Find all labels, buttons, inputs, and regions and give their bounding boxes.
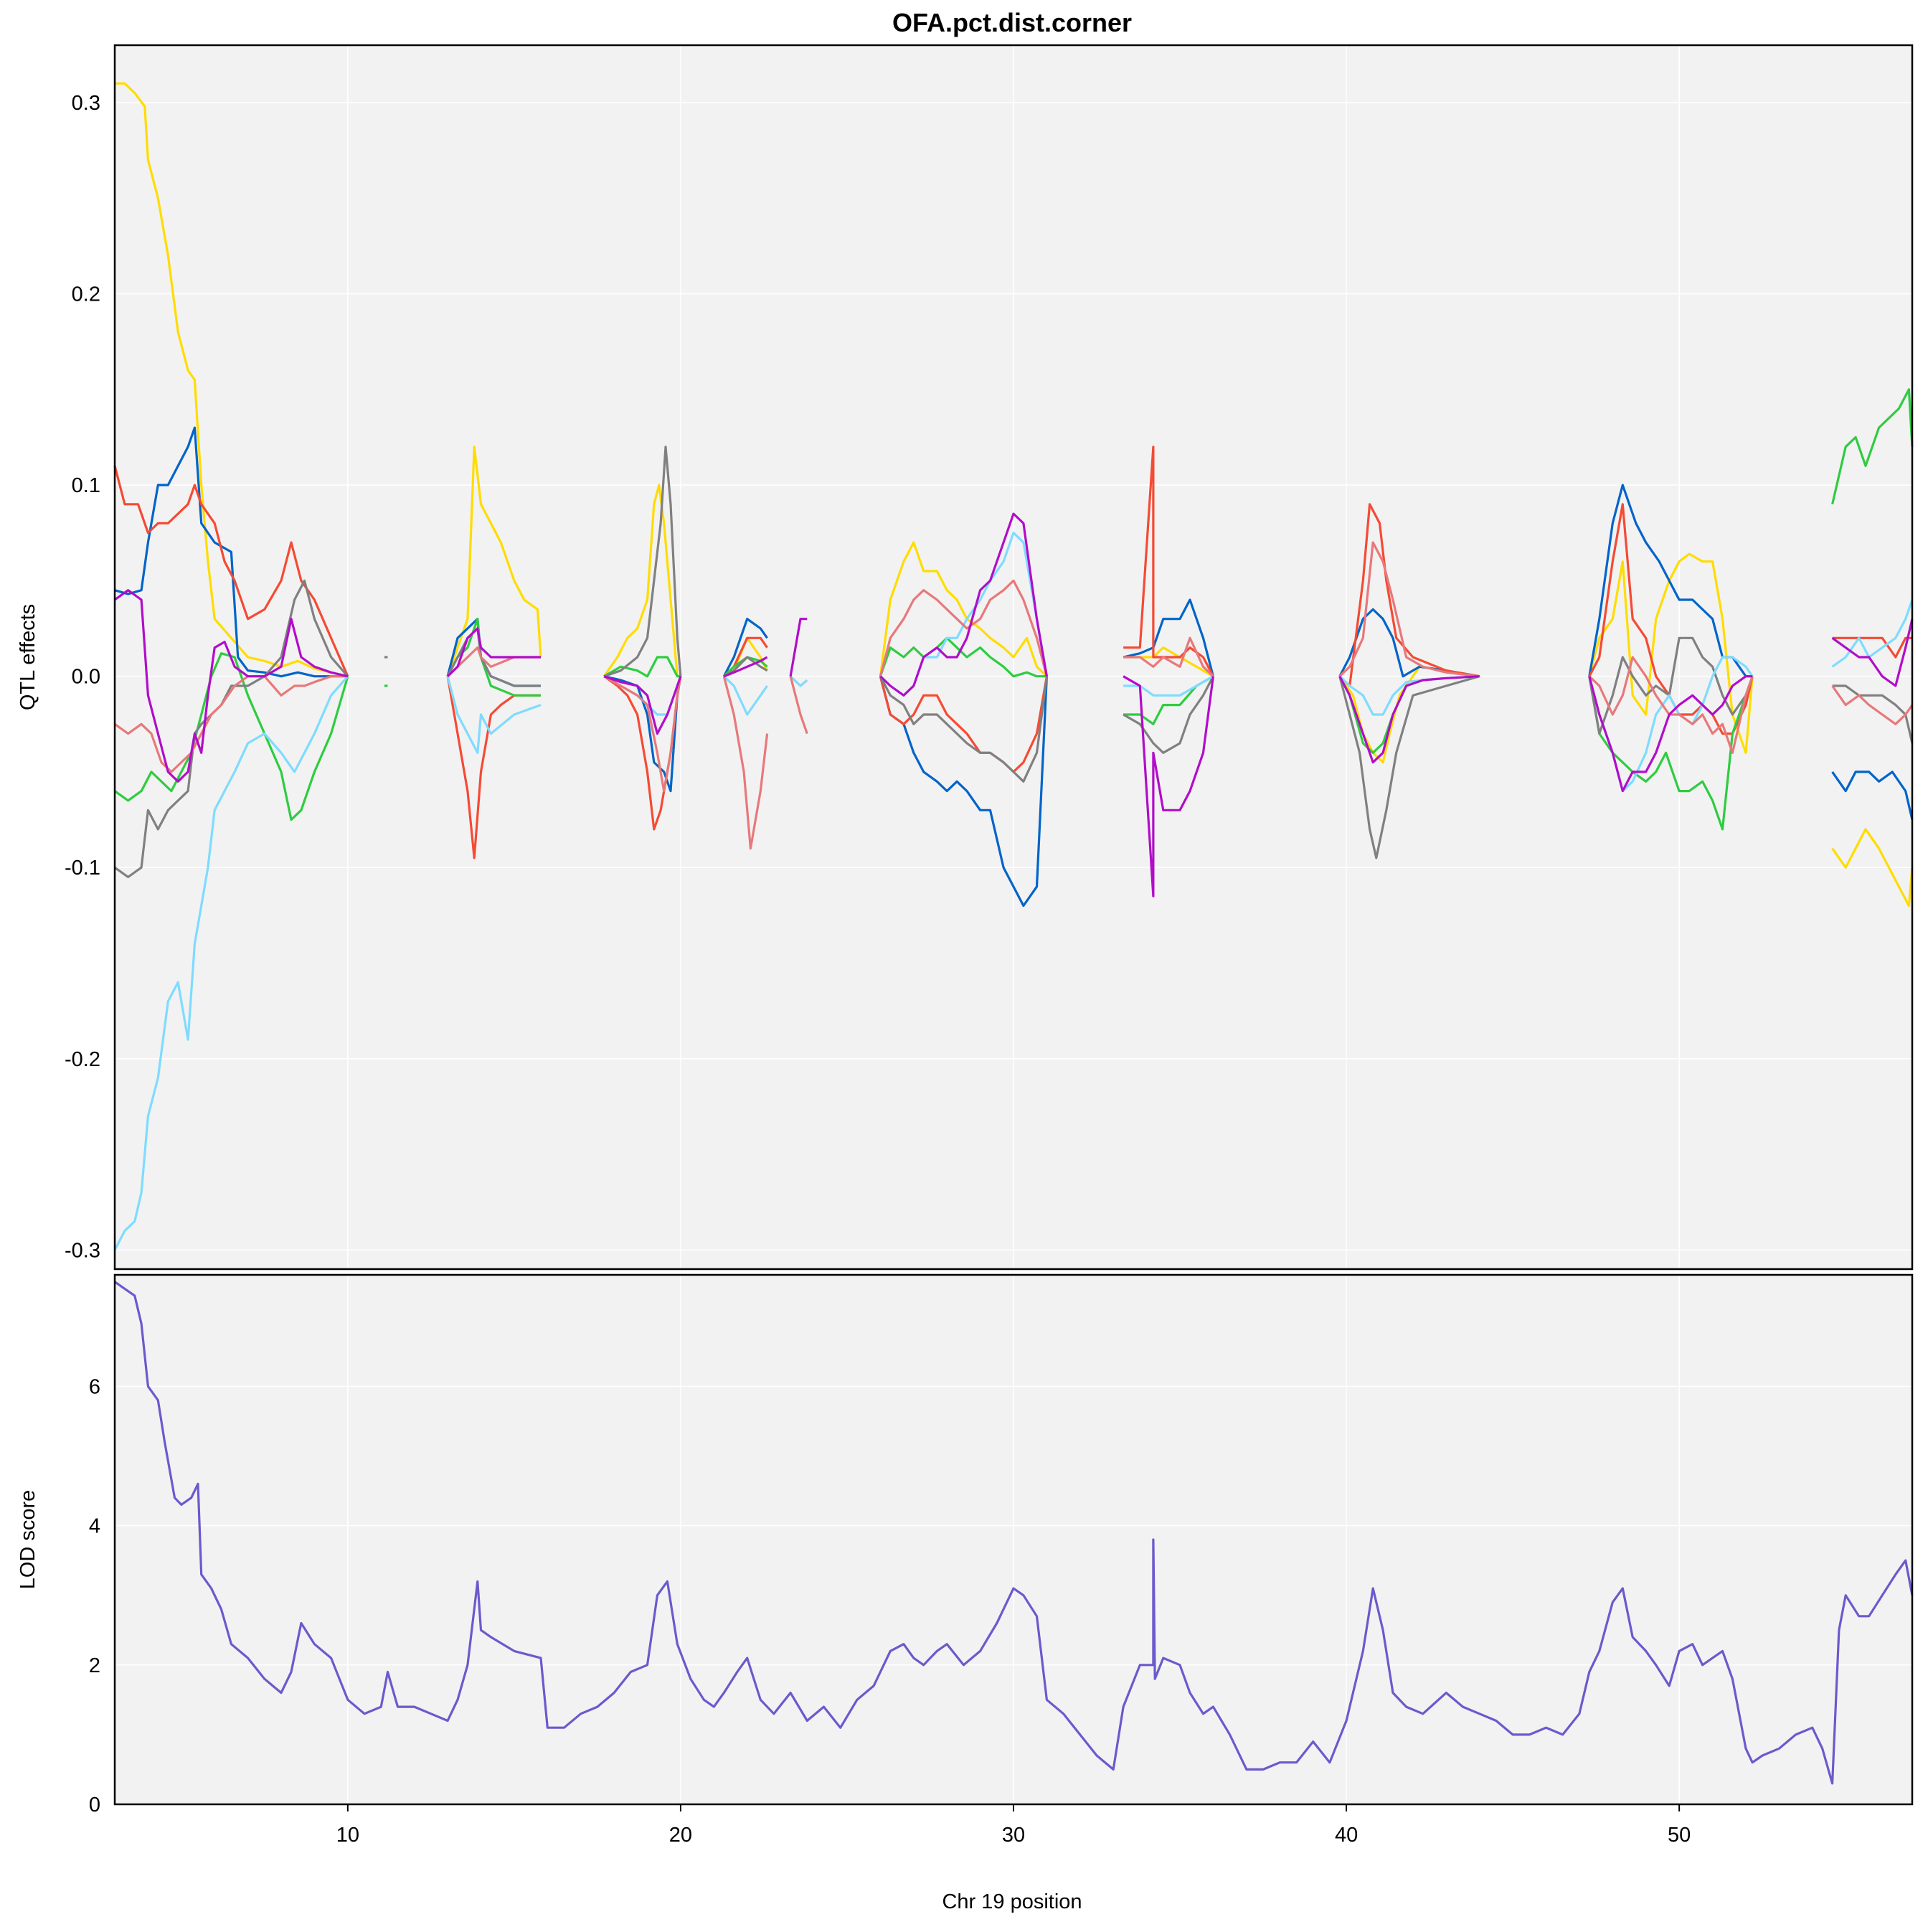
effects-plot-area [113, 82, 1914, 1251]
effects-series-3-line [1831, 388, 1914, 505]
effects-series-7-line [1338, 675, 1480, 764]
effects-y-tick-label: 0.0 [72, 666, 100, 689]
effects-series-0-line [1831, 828, 1914, 908]
lod-plot-area [114, 1281, 1914, 1785]
effects-series-0-line [879, 541, 1048, 677]
effects-series-3-line [1588, 676, 1754, 831]
effects-series-6-line [1338, 541, 1480, 678]
effects-series-7-line [879, 512, 1048, 697]
effects-series-1-line [1123, 598, 1214, 677]
effects-y-tick-label: -0.3 [65, 1239, 100, 1262]
effects-series-7-line [1831, 618, 1914, 687]
lod-y-axis: 0 2 4 6 [89, 1375, 100, 1816]
effects-series-4-line [1832, 684, 1914, 744]
effects-series-1-line [879, 676, 1048, 908]
effects-y-tick-label: 0.3 [72, 92, 100, 115]
lod-y-tick-label: 0 [89, 1794, 100, 1816]
effects-series-6-line [1831, 685, 1914, 725]
effects-y-tick-label: 0.1 [72, 474, 100, 497]
chart-title: OFA.pct.dist.corner [892, 8, 1132, 37]
x-axis: 10 20 30 40 50 [336, 1804, 1691, 1847]
effects-y-tick-label: -0.2 [65, 1048, 100, 1071]
effects-series-0-line [1588, 552, 1754, 754]
lod-y-tick-label: 6 [89, 1375, 100, 1398]
effects-series-7-line [1588, 675, 1753, 793]
effects-y-tick-label: -0.1 [65, 857, 100, 880]
effects-y-axis: -0.3 -0.2 -0.1 0.0 0.1 0.2 0.3 [65, 92, 100, 1262]
x-tick-label: 10 [336, 1824, 359, 1847]
effects-series-5-line [446, 676, 542, 754]
effects-series-5-line [723, 675, 768, 716]
effects-series-1-line [603, 675, 682, 793]
effects-series-6-line [114, 675, 348, 773]
effects-series-4-line [879, 675, 1048, 783]
effects-y-tick-label: 0.2 [72, 283, 100, 306]
x-tick-label: 30 [1002, 1824, 1025, 1847]
effects-series-2-line [1832, 636, 1912, 659]
effects-series-0-line [115, 82, 349, 678]
effects-series-1-line [722, 618, 768, 677]
x-tick-label: 50 [1668, 1824, 1691, 1847]
effects-series-2-line [879, 676, 1048, 773]
effects-series-4-line [1338, 675, 1480, 859]
effects-panel-border [113, 44, 1914, 1271]
lod-y-axis-title: LOD score [16, 1490, 39, 1590]
x-tick-label: 40 [1335, 1824, 1358, 1847]
effects-series-2-line [113, 465, 349, 677]
effects-series-3-line [879, 636, 1047, 678]
effects-series-6-line [1588, 656, 1754, 754]
effects-series-2-line [446, 676, 541, 859]
effects-series-5-line [113, 675, 349, 1251]
effects-series-5-line [1831, 599, 1914, 668]
effects-series-0-line [446, 446, 542, 677]
effects-series-5-line [789, 675, 808, 687]
lod-y-tick-label: 4 [89, 1515, 100, 1538]
effects-series-6-line [722, 676, 769, 850]
effects-series-7-line [114, 589, 349, 783]
effects-series-7-line [446, 627, 541, 677]
effects-series-7-line [789, 618, 808, 677]
x-axis-title: Chr 19 position [942, 1890, 1082, 1913]
effects-series-3-line [114, 652, 349, 821]
effects-series-6-line [1123, 636, 1214, 677]
effects-series-0-line [602, 484, 679, 677]
effects-series-4-line [723, 656, 768, 678]
effects-series-4-line [1588, 636, 1754, 735]
effects-series-4-line [603, 446, 682, 678]
lod-series-0-line [114, 1281, 1914, 1785]
lod-y-tick-label: 2 [89, 1654, 100, 1677]
effects-series-1-line [1831, 771, 1914, 820]
x-tick-label: 20 [669, 1824, 692, 1847]
effects-series-1-line [114, 426, 348, 678]
effects-series-6-line [603, 675, 682, 793]
effects-series-6-line [879, 579, 1048, 677]
effects-y-axis-title: QTL effects [16, 604, 39, 710]
effects-series-6-line [789, 676, 808, 735]
effects-series-7-line [723, 656, 768, 678]
effects-series-2-line [1338, 503, 1480, 687]
effects-series-7-line [1123, 675, 1214, 897]
effects-series-7-line [603, 675, 682, 735]
